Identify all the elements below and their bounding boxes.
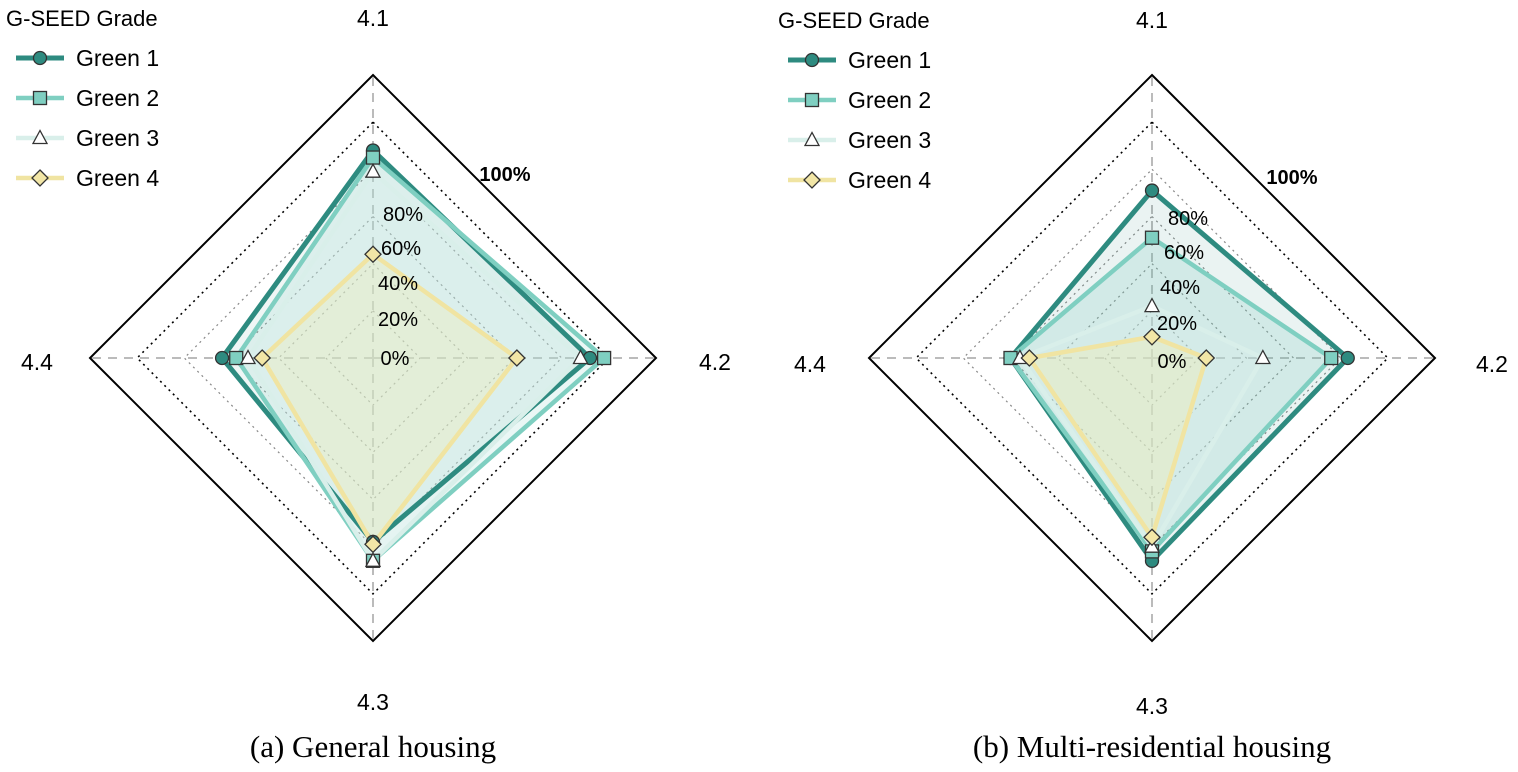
data-point-green-4 [364, 535, 382, 554]
radial-tick-label: 100% [1266, 167, 1317, 189]
data-point-green-2 [229, 350, 244, 366]
data-point-green-4 [253, 349, 272, 367]
legend-title: G-SEED Grade [778, 8, 930, 33]
data-point-green-4 [1143, 327, 1161, 346]
axis-label: 4.1 [1136, 7, 1168, 33]
axis-label: 4.3 [357, 689, 389, 715]
radial-tick-label: 60% [381, 238, 421, 260]
radar-gridline [962, 168, 1342, 548]
legend-label: Green 2 [76, 85, 159, 111]
legend-marker [803, 131, 821, 147]
legend-item-green-4: Green 4 [788, 167, 931, 193]
legend-marker [32, 90, 48, 106]
figure-caption: (b) Multi-residential housing [973, 729, 1331, 764]
radar-panel-general-housing: 4.1 4.2 4.3 4.4 0% 20% 40% 60% 80% 100% G-SEED Gra… [6, 5, 731, 764]
series-area-green-4 [262, 254, 517, 545]
data-point-green-2 [1144, 230, 1160, 245]
radial-tick-label: 60% [1164, 242, 1204, 264]
data-point-green-3 [364, 551, 382, 567]
data-point-green-4 [507, 349, 526, 367]
data-point-green-3 [1143, 297, 1161, 313]
series-area-green-2 [236, 157, 605, 561]
legend-label: Green 4 [76, 165, 159, 191]
axis-label: 4.4 [21, 349, 53, 375]
radar-gridline [277, 262, 469, 454]
data-point-green-2 [1324, 350, 1339, 366]
radial-tick-label: 20% [378, 309, 418, 331]
data-point-green-2 [596, 350, 612, 366]
legend-title: G-SEED Grade [6, 6, 158, 31]
radar-gridline [1009, 215, 1295, 501]
radar-panel-multi-residential-housing: 4.1 4.2 4.3 4.4 0% 20% 40% 60% 80% 100% G-SEED Gra… [778, 7, 1508, 764]
radial-tick-label: 0% [381, 348, 410, 370]
radar-gridline [136, 121, 610, 595]
data-point-green-1 [1340, 350, 1355, 366]
legend-label: Green 3 [76, 125, 159, 151]
radial-tick-label: 100% [479, 164, 530, 186]
radial-tick-label: 40% [378, 273, 418, 295]
radar-frame [88, 73, 658, 643]
axis-label: 4.2 [699, 349, 731, 375]
axis-label: 4.4 [794, 351, 826, 377]
series-area-green-4 [1029, 336, 1207, 538]
axis-label: 4.2 [1476, 351, 1508, 377]
legend-item-green-4: Green 4 [16, 165, 159, 191]
data-point-green-3 [239, 349, 257, 365]
data-point-green-3 [364, 162, 382, 178]
radar-gridline [915, 121, 1389, 595]
data-point-green-3 [1254, 349, 1271, 365]
axis-label: 4.3 [1136, 693, 1168, 719]
legend-item-green-3: Green 3 [788, 127, 931, 153]
radar-frame [867, 73, 1437, 643]
radar-gridline [183, 168, 563, 548]
legend-marker [32, 50, 48, 66]
radial-tick-label: 0% [1158, 351, 1187, 373]
legend-marker [804, 52, 820, 68]
legend-marker [803, 171, 821, 189]
radial-tick-label: 20% [1157, 313, 1197, 335]
legend-item-green-2: Green 2 [16, 85, 159, 111]
series-area-green-3 [248, 171, 581, 561]
legend-label: Green 3 [848, 127, 931, 153]
series-area-green-2 [1010, 237, 1332, 552]
axis-label: 4.1 [357, 5, 389, 31]
data-point-green-4 [1020, 349, 1039, 367]
legend-item-green-2: Green 2 [788, 87, 931, 113]
legend-marker [804, 92, 820, 108]
data-point-green-1 [1144, 183, 1160, 198]
data-point-green-2 [365, 150, 381, 165]
legend: G-SEED Grade Green 1 Green 2 Green 3 Green 4 [6, 6, 159, 191]
legend-label: Green 1 [76, 45, 159, 71]
radial-tick-label: 80% [383, 204, 423, 226]
radar-gridline [324, 309, 422, 407]
radar-gridline [1056, 262, 1248, 454]
figure-caption: (a) General housing [250, 729, 496, 764]
legend-item-green-3: Green 3 [16, 125, 159, 151]
legend-marker [31, 169, 49, 187]
data-point-green-3 [572, 349, 589, 365]
data-point-green-4 [1197, 349, 1216, 367]
radial-tick-label: 40% [1160, 277, 1200, 299]
legend-item-green-1: Green 1 [16, 45, 159, 71]
legend-label: Green 4 [848, 167, 931, 193]
data-point-green-1 [214, 350, 230, 366]
data-point-green-4 [1143, 528, 1161, 547]
legend-label: Green 1 [848, 47, 931, 73]
legend-marker [31, 129, 49, 145]
legend-item-green-1: Green 1 [788, 47, 931, 73]
legend: G-SEED Grade Green 1 Green 2 Green 3 Green 4 [778, 8, 931, 193]
radial-tick-label: 80% [1168, 208, 1208, 230]
legend-label: Green 2 [848, 87, 931, 113]
data-point-green-4 [364, 245, 382, 264]
